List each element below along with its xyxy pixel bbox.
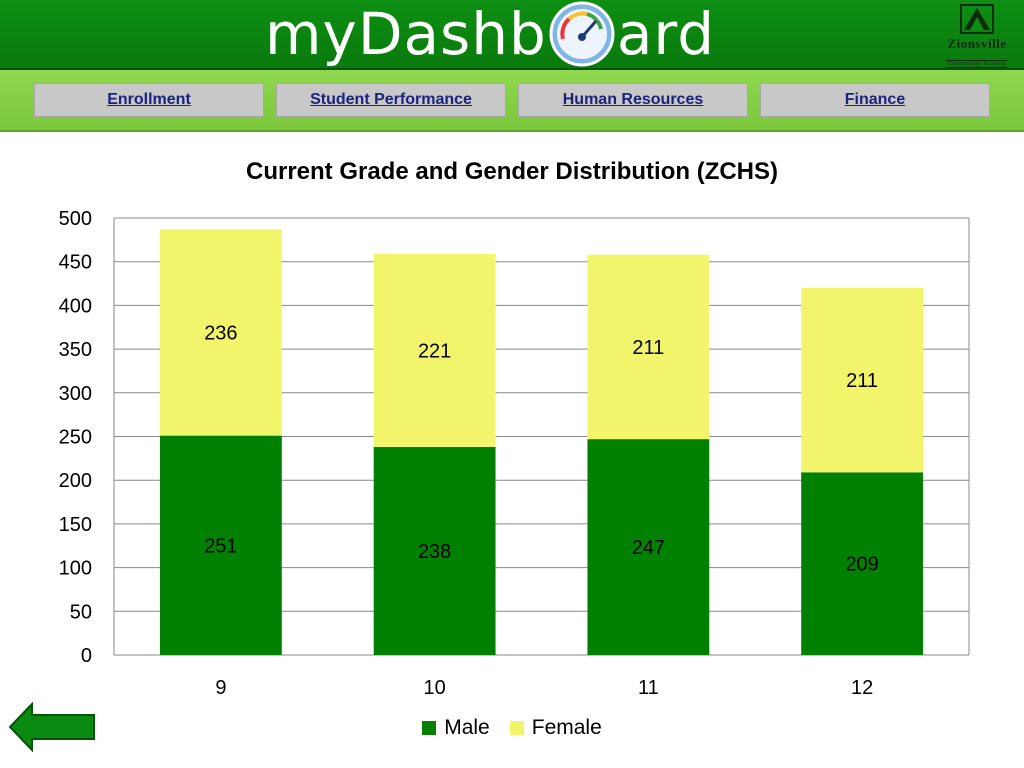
- bar-female-11: [587, 254, 710, 440]
- y-tick-label: 0: [81, 645, 92, 667]
- legend-label-female: Female: [531, 716, 602, 739]
- logo-text-prefix: myDashb: [265, 0, 547, 68]
- y-tick-label: 400: [59, 295, 92, 317]
- data-label-male-12: 209: [845, 554, 878, 576]
- y-tick-label: 200: [59, 470, 92, 492]
- chart-legend: Male Female: [0, 716, 1024, 740]
- y-tick-label: 500: [59, 208, 92, 230]
- app-header: myDashb ard Zionsville Community Schools: [0, 0, 1024, 70]
- back-arrow-icon[interactable]: [8, 702, 96, 752]
- nav-item-finance[interactable]: Finance: [760, 83, 990, 117]
- legend-label-male: Male: [444, 716, 490, 739]
- data-label-female-9: 236: [204, 322, 237, 344]
- data-label-female-12: 211: [846, 370, 878, 392]
- data-label-female-11: 211: [632, 337, 664, 359]
- bar-male-12: [801, 472, 924, 655]
- x-tick-label: 11: [638, 677, 659, 699]
- school-logo: Zionsville Community Schools: [934, 4, 1020, 68]
- nav-item-enrollment[interactable]: Enrollment: [34, 83, 264, 117]
- nav-item-student-performance[interactable]: Student Performance: [276, 83, 506, 117]
- nav-bar: Enrollment Student Performance Human Res…: [0, 70, 1024, 132]
- school-emblem-icon: [960, 4, 994, 34]
- dashboard-logo: myDashb ard: [265, 0, 715, 68]
- data-label-male-11: 247: [632, 537, 665, 559]
- y-tick-label: 350: [59, 339, 92, 361]
- chart-title: Current Grade and Gender Distribution (Z…: [245, 158, 779, 185]
- x-tick-label: 10: [424, 677, 446, 699]
- y-tick-label: 450: [59, 252, 92, 274]
- bar-male-11: [587, 439, 710, 655]
- bar-female-10: [373, 253, 496, 447]
- bar-female-9: [159, 229, 282, 436]
- x-tick-label: 12: [851, 677, 873, 699]
- legend-item-male: Male: [422, 716, 490, 740]
- data-label-male-9: 251: [204, 535, 237, 557]
- school-subtitle: Community Schools: [946, 60, 1008, 68]
- data-label-male-10: 238: [418, 541, 451, 563]
- bar-female-12: [801, 287, 924, 473]
- logo-text-suffix: ard: [616, 0, 716, 68]
- nav-item-human-resources[interactable]: Human Resources: [518, 83, 748, 117]
- legend-swatch-male: [422, 721, 437, 735]
- legend-swatch-female: [509, 721, 524, 735]
- bar-male-10: [373, 446, 496, 655]
- gauge-icon: [549, 1, 615, 67]
- y-tick-label: 300: [59, 383, 92, 405]
- y-tick-label: 150: [59, 514, 92, 536]
- data-label-female-10: 221: [418, 340, 451, 362]
- legend-item-female: Female: [509, 716, 602, 740]
- y-tick-label: 100: [59, 558, 92, 580]
- chart-plot: 0 50 100 150 200 250 300 350 400 450 500 251 236 9 238…: [59, 208, 970, 699]
- x-tick-label: 9: [215, 677, 226, 699]
- school-name: Zionsville: [947, 36, 1007, 51]
- y-tick-label: 50: [70, 601, 92, 623]
- bar-male-9: [159, 435, 282, 655]
- y-tick-label: 250: [59, 427, 92, 449]
